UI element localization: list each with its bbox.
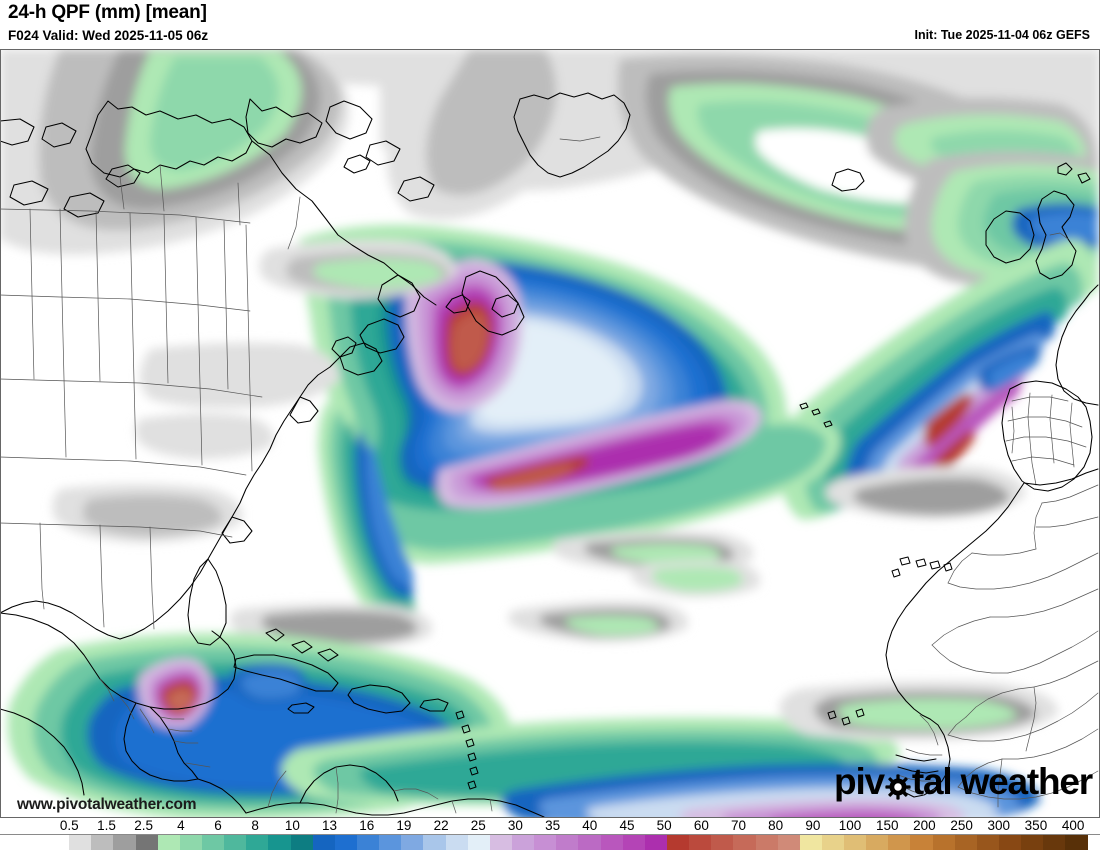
colorbar-tick: 200 — [913, 818, 936, 833]
colorbar-swatch[interactable] — [999, 835, 1022, 850]
colorbar-swatch[interactable] — [556, 835, 579, 850]
colorbar-swatch[interactable] — [201, 835, 225, 850]
colorbar-swatch[interactable] — [157, 835, 180, 850]
colorbar-swatch[interactable] — [821, 835, 845, 850]
colorbar-swatch[interactable] — [91, 835, 114, 850]
colorbar-tick: 4 — [177, 818, 185, 833]
colorbar-swatch[interactable] — [866, 835, 889, 850]
colorbar-swatch[interactable] — [578, 835, 601, 850]
colorbar-swatch[interactable] — [179, 835, 202, 850]
colorbar-swatch[interactable] — [356, 835, 380, 850]
colorbar-swatch[interactable] — [379, 835, 402, 850]
colorbar-tick: 80 — [768, 818, 784, 833]
colorbar-tick: 30 — [507, 818, 523, 833]
colorbar-tick: 300 — [987, 818, 1011, 833]
page-title: 24-h QPF (mm) [mean] — [8, 2, 207, 23]
colorbar-tick: 25 — [470, 818, 486, 833]
qpf-map-canvas[interactable]: www.pivotalweather.com piv — [0, 49, 1100, 818]
colorbar-swatch[interactable] — [666, 835, 690, 850]
brand-text-part1: piv — [834, 761, 885, 802]
colorbar-swatch[interactable] — [334, 835, 357, 850]
colorbar-swatch[interactable] — [135, 835, 158, 850]
colorbar-swatch[interactable] — [932, 835, 955, 850]
colorbar-swatch[interactable] — [755, 835, 778, 850]
colorbar-swatch[interactable] — [711, 835, 734, 850]
colorbar-swatch[interactable] — [976, 835, 1000, 850]
init-time-label: Init: Tue 2025-11-04 06z GEFS — [914, 28, 1090, 42]
colorbar-swatch[interactable] — [534, 835, 557, 850]
precip-contour-field — [0, 49, 1100, 818]
colorbar-tick: 1.5 — [97, 818, 116, 833]
colorbar-swatch[interactable] — [290, 835, 313, 850]
colorbar-tick: 45 — [619, 818, 635, 833]
colorbar[interactable]: 0.5 1.5 2.5 4 6 8 10 13 16 19 22 25 30 35 40 45 50 60 70 80… — [0, 818, 1100, 850]
colorbar-swatch[interactable] — [689, 835, 712, 850]
colorbar-tick: 6 — [214, 818, 222, 833]
colorbar-tick: 90 — [805, 818, 821, 833]
colorbar-tick: 19 — [396, 818, 412, 833]
colorbar-swatch[interactable] — [622, 835, 645, 850]
colorbar-swatch[interactable] — [799, 835, 822, 850]
map-header: 24-h QPF (mm) [mean] F024 Valid: Wed 202… — [0, 0, 1100, 49]
colorbar-swatch[interactable] — [600, 835, 623, 850]
colorbar-swatch[interactable] — [224, 835, 247, 850]
colorbar-swatch[interactable] — [1065, 835, 1088, 850]
colorbar-tick: 250 — [950, 818, 973, 833]
colorbar-tick: 35 — [545, 818, 561, 833]
colorbar-swatch[interactable] — [246, 835, 269, 850]
colorbar-tick: 22 — [433, 818, 449, 833]
colorbar-tick: 40 — [582, 818, 598, 833]
colorbar-tick: 150 — [875, 818, 899, 833]
colorbar-swatch[interactable] — [423, 835, 446, 850]
colorbar-swatch[interactable] — [1021, 835, 1044, 850]
colorbar-swatch[interactable] — [489, 835, 512, 850]
colorbar-tick: 50 — [656, 818, 672, 833]
colorbar-swatch[interactable] — [888, 835, 911, 850]
colorbar-swatch[interactable] — [644, 835, 667, 850]
colorbar-swatch[interactable] — [47, 835, 70, 850]
brand-text-part2: tal weather — [911, 761, 1093, 802]
colorbar-swatch[interactable] — [910, 835, 933, 850]
colorbar-tick: 13 — [322, 818, 338, 833]
colorbar-swatches[interactable] — [47, 835, 1088, 850]
colorbar-rule — [0, 834, 1100, 835]
colorbar-tick: 350 — [1024, 818, 1048, 833]
colorbar-tick: 70 — [731, 818, 747, 833]
colorbar-swatch[interactable] — [467, 835, 490, 850]
colorbar-swatch[interactable] — [401, 835, 424, 850]
colorbar-swatch[interactable] — [312, 835, 335, 850]
colorbar-tick: 60 — [693, 818, 709, 833]
colorbar-tick-labels: 0.5 1.5 2.5 4 6 8 10 13 16 19 22 25 30 35 40 45 50 60 70 80… — [0, 818, 1100, 835]
colorbar-tick: 400 — [1061, 818, 1085, 833]
colorbar-swatch[interactable] — [511, 835, 535, 850]
valid-time-label: F024 Valid: Wed 2025-11-05 06z — [8, 28, 209, 43]
colorbar-tick: 16 — [359, 818, 375, 833]
colorbar-tick: 0.5 — [59, 818, 79, 833]
colorbar-swatch[interactable] — [1043, 835, 1066, 850]
colorbar-swatch[interactable] — [113, 835, 136, 850]
colorbar-swatch[interactable] — [445, 835, 468, 850]
site-url-watermark: www.pivotalweather.com — [17, 796, 197, 813]
colorbar-swatch[interactable] — [733, 835, 756, 850]
colorbar-tick: 100 — [838, 818, 862, 833]
map-svg — [0, 49, 1100, 818]
gear-icon — [885, 769, 911, 800]
colorbar-swatch[interactable] — [777, 835, 800, 850]
pivotal-weather-logo: piv — [834, 761, 1093, 802]
colorbar-tick: 10 — [284, 818, 300, 833]
colorbar-swatch[interactable] — [954, 835, 977, 850]
colorbar-swatch[interactable] — [69, 835, 92, 850]
colorbar-tick: 2.5 — [134, 818, 154, 833]
colorbar-swatch[interactable] — [268, 835, 291, 850]
colorbar-tick: 8 — [251, 818, 259, 833]
colorbar-swatch[interactable] — [844, 835, 867, 850]
